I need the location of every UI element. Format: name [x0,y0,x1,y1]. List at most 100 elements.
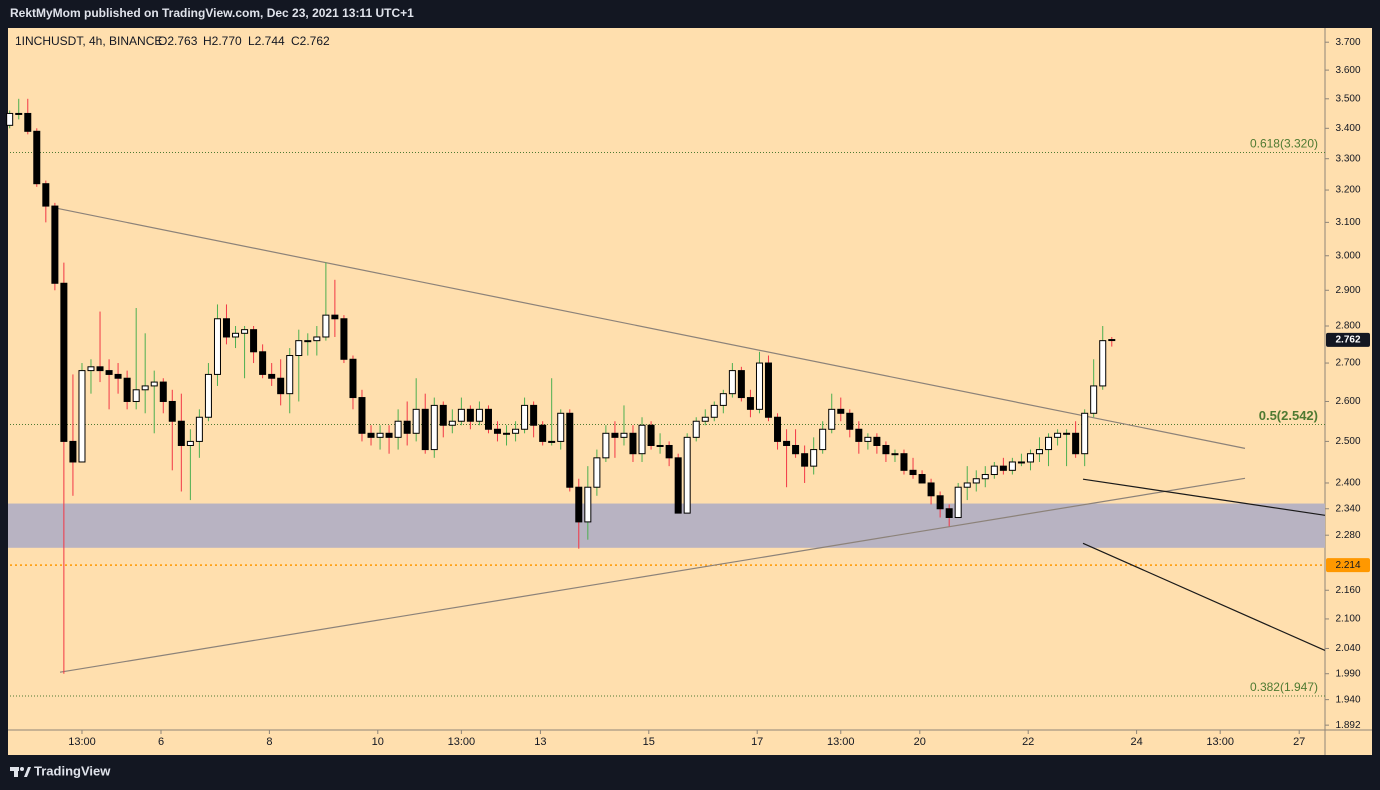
candle-body [60,282,68,442]
candle-body [78,370,86,463]
trendline [59,477,1246,673]
candle-body [719,393,727,406]
candle-body [430,404,438,451]
candle-body [331,314,339,320]
candle-body [566,412,574,488]
candle-body [159,381,167,402]
candle-body [250,329,258,353]
symbol: 1INCHUSDT, 4h, BINANCE [15,34,162,48]
x-tick-label: 8 [266,736,272,748]
candle-body [954,486,962,518]
candle-body [521,404,529,430]
candle-body [87,366,95,372]
candle-body [123,377,131,402]
candle-body [602,432,610,459]
level-badge [1326,558,1370,573]
candle-body [1054,432,1062,438]
x-tick-label: 15 [643,736,655,748]
candle-body [620,432,628,438]
candle-body [1008,461,1016,471]
candle-body [268,373,276,379]
candle-body [548,440,556,443]
x-tick-label: 17 [751,736,763,748]
candle-body [1090,385,1098,414]
candle-body [530,404,538,426]
candle-body [33,130,41,185]
candle-body [241,329,249,334]
y-tick-label: 3.000 [1335,250,1360,261]
candle-body [313,336,321,342]
candle-body [286,355,294,395]
candle-body [674,457,682,514]
candle-body [1099,340,1107,387]
y-tick-label: 2.340 [1335,503,1360,514]
y-tick-label: 2.800 [1335,321,1360,332]
candle-body [611,432,619,438]
candle-body [213,318,221,375]
y-tick-label: 2.040 [1335,643,1360,654]
candle-body [1017,461,1025,464]
candle-body [864,436,872,442]
candle-body [277,377,285,395]
tv-logo [10,767,31,777]
candle-body [873,436,881,446]
candle-body [132,389,140,402]
y-tick-label: 2.160 [1335,585,1360,596]
candle-body [891,453,899,456]
candle-body [683,436,691,514]
y-tick-label: 3.600 [1335,65,1360,76]
candle-body [168,400,176,422]
candle-body [855,428,863,442]
candle-body [810,449,818,467]
logo-part [24,767,31,777]
candle-body [1108,339,1116,342]
y-tick-label: 2.900 [1335,285,1360,296]
candle-body [846,412,854,430]
candle-body [1026,453,1034,463]
candle-body [1081,412,1089,455]
candle-body [936,495,944,510]
support-zone [8,503,1325,548]
candle-body [692,420,700,438]
x-tick-label: 24 [1130,736,1142,748]
candle-body [51,205,59,284]
x-tick-label: 13 [534,736,546,748]
fib-label: 0.618(3.320) [1250,137,1318,151]
candle-body [882,444,890,455]
candle-body [593,457,601,488]
x-tick-label: 20 [914,736,926,748]
candle-body [945,508,953,518]
candle-body [114,373,122,379]
chart-background [8,28,1372,755]
candle-body [493,428,501,434]
candle-body [755,362,763,410]
candle-body [367,432,375,438]
y-tick-label: 2.500 [1335,436,1360,447]
y-tick-label: 3.300 [1335,153,1360,164]
logo-part [20,767,24,771]
y-tick-label: 1.940 [1335,694,1360,705]
candle-body [539,424,547,442]
candle-body [746,397,754,410]
candle-body [322,314,330,338]
y-tick-label: 3.700 [1335,37,1360,48]
candle-body [96,366,104,372]
candle-body [448,420,456,426]
y-tick-label: 1.990 [1335,668,1360,679]
candle-body [177,420,185,446]
y-tick-label: 2.400 [1335,478,1360,489]
candle-body [629,432,637,455]
candle-body [232,332,240,338]
candle-body [837,408,845,414]
candle-body [990,465,998,476]
candle-body [457,408,465,422]
candle-body [783,440,791,446]
y-tick-label: 3.500 [1335,93,1360,104]
x-tick-label: 27 [1293,736,1305,748]
y-tick-label: 2.700 [1335,358,1360,369]
x-tick-label: 22 [1022,736,1034,748]
last-price-badge [1326,332,1370,347]
candle-body [819,428,827,451]
ohlc-low: L2.744 [248,34,285,48]
y-tick-label: 3.200 [1335,185,1360,196]
